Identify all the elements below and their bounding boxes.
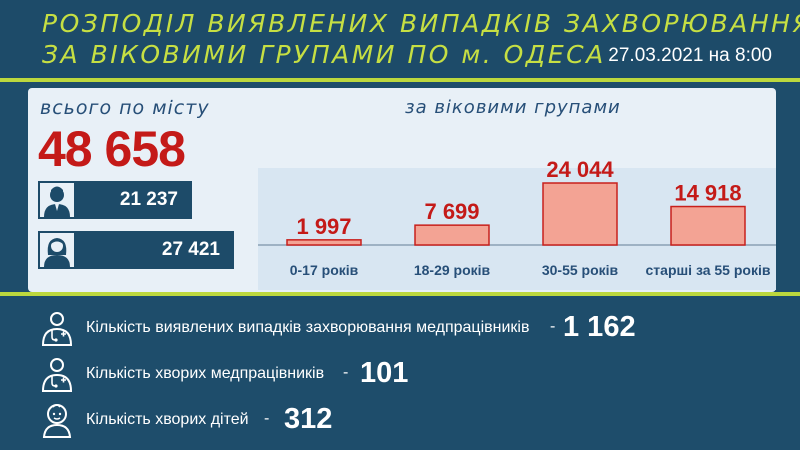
man-icon bbox=[38, 181, 76, 219]
stat-label: Кількість хворих дітей bbox=[86, 411, 249, 428]
stat-row-sick-medics: Кількість хворих медпрацівників - 101 bbox=[40, 356, 780, 392]
title-line-2: ЗА ВІКОВИМИ ГРУПАМИ ПО м. ОДЕСА bbox=[42, 40, 606, 69]
category-label: 0-17 років bbox=[290, 262, 359, 278]
stat-dash: - bbox=[343, 364, 349, 381]
doctor-icon bbox=[40, 310, 74, 346]
male-cases-value: 21 237 bbox=[119, 189, 178, 210]
doctor-icon bbox=[40, 356, 74, 392]
title-line-1: РОЗПОДІЛ ВИЯВЛЕНИХ ВИПАДКІВ ЗАХВОРЮВАННЯ bbox=[42, 9, 800, 38]
stat-row-medical-cases: Кількість виявлених випадків захворюванн… bbox=[40, 310, 780, 346]
total-label: всього по місту bbox=[40, 97, 210, 119]
bar-value-label: 1 997 bbox=[296, 214, 351, 239]
bar-2 bbox=[414, 224, 490, 246]
category-label: 18-29 років bbox=[414, 262, 491, 278]
bar-4 bbox=[670, 205, 746, 246]
total-value: 48 658 bbox=[38, 121, 186, 177]
header: РОЗПОДІЛ ВИЯВЛЕНИХ ВИПАДКІВ ЗАХВОРЮВАННЯ… bbox=[0, 0, 800, 78]
stat-value: 1 162 bbox=[563, 311, 636, 343]
stat-label: Кількість виявлених випадків захворюванн… bbox=[86, 319, 530, 336]
male-cases-bar: 21 237 bbox=[38, 181, 192, 219]
category-label: старші за 55 років bbox=[646, 262, 771, 278]
report-date: 27.03.2021 на 8:00 bbox=[608, 45, 772, 66]
woman-icon bbox=[38, 231, 76, 269]
stat-dash: - bbox=[264, 410, 270, 427]
female-cases-bar: 27 421 bbox=[38, 231, 234, 269]
bar-value-label: 24 044 bbox=[546, 157, 614, 182]
stat-label: Кількість хворих медпрацівників bbox=[86, 365, 325, 382]
age-groups-label: за віковими групами bbox=[405, 97, 621, 118]
stat-value: 312 bbox=[284, 403, 333, 435]
bar-1 bbox=[286, 239, 362, 246]
stat-value: 101 bbox=[360, 357, 409, 389]
stat-row-sick-children: Кількість хворих дітей - 312 bbox=[40, 402, 780, 438]
category-label: 30-55 років bbox=[542, 262, 619, 278]
bar-value-label: 7 699 bbox=[424, 199, 479, 224]
bar-value-label: 14 918 bbox=[674, 181, 741, 206]
section-divider bbox=[0, 292, 800, 296]
stat-dash: - bbox=[550, 318, 556, 335]
baby-icon bbox=[40, 402, 74, 438]
header-divider bbox=[0, 78, 800, 82]
age-group-bar-chart: 1 997 0-17 років 7 699 18-29 років 24 044 30-… bbox=[258, 157, 776, 278]
bar-3 bbox=[542, 182, 618, 246]
female-cases-value: 27 421 bbox=[161, 239, 220, 260]
